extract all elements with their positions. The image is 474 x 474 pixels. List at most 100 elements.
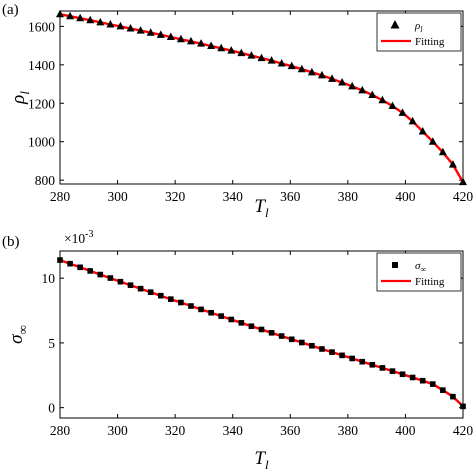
data-point-square <box>87 268 94 274</box>
chart-panel-a: 280 300 320 340 360 380 400 420 800 1000 1200 1400 1… <box>2 2 473 220</box>
data-point-triangle <box>368 90 377 99</box>
data-point-triangle <box>146 28 155 36</box>
y-tick-label: 1600 <box>28 19 55 34</box>
y-tick-label: 1000 <box>28 135 55 150</box>
data-point-triangle <box>116 21 125 30</box>
data-point-square <box>238 320 245 326</box>
data-point-square <box>258 326 265 333</box>
data-point-square <box>157 292 164 299</box>
data-point-square <box>460 403 466 410</box>
data-point-triangle <box>176 34 185 43</box>
data-point-square <box>379 365 386 371</box>
panel-label: (b) <box>2 234 20 250</box>
data-point-square <box>228 316 235 323</box>
data-point-square <box>299 339 305 346</box>
y-tick-label: 10 <box>42 271 56 286</box>
data-point-triangle <box>106 19 115 28</box>
data-point-triangle <box>297 64 306 73</box>
x-axis-label: Tl <box>254 196 269 220</box>
legend-label-fitting: Fitting <box>415 36 445 48</box>
legend-box <box>376 252 462 292</box>
legend-square-marker <box>392 262 398 268</box>
chart-panel-b: 280 300 320 340 360 380 400 420 0 5 10 (b) ×10-3 Tl σ∞… <box>2 229 473 472</box>
x-tick-label: 360 <box>280 189 301 204</box>
x-tick-label: 280 <box>50 189 71 204</box>
x-tick-label: 300 <box>107 423 128 438</box>
x-tick-label: 420 <box>453 423 474 438</box>
data-point-square <box>440 387 446 393</box>
data-point-square <box>57 257 63 263</box>
x-tick-label: 420 <box>453 189 474 204</box>
y-axis-label: ρl <box>8 91 32 105</box>
y-tick-label: 1200 <box>28 96 55 111</box>
data-point-square <box>399 371 406 378</box>
data-point-triangle <box>156 30 165 38</box>
data-point-square <box>349 355 355 362</box>
data-point-square <box>178 299 184 306</box>
data-point-triangle <box>358 85 367 94</box>
data-point-triangle <box>398 108 407 116</box>
x-tick-label: 400 <box>395 423 416 438</box>
x-tick-label: 380 <box>338 423 359 438</box>
data-point-square <box>248 323 255 330</box>
legend-label-data: σ∞ <box>415 260 426 274</box>
data-point-square <box>359 358 366 365</box>
x-axis-label: Tl <box>254 448 269 472</box>
data-point-triangle <box>317 70 326 79</box>
x-tick-label: 380 <box>338 189 359 204</box>
data-point-triangle <box>448 160 457 168</box>
data-point-triangle <box>438 147 447 156</box>
legend-label-fitting: Fitting <box>415 276 445 288</box>
data-point-triangle <box>378 95 387 104</box>
data-point-square <box>97 271 104 278</box>
data-point-square <box>268 330 275 336</box>
data-point-square <box>369 361 376 368</box>
plot-area-frame <box>59 250 464 419</box>
data-point-triangle <box>428 137 437 145</box>
data-point-square <box>409 374 416 381</box>
data-point-triangle <box>86 15 95 24</box>
data-point-triangle <box>408 116 417 125</box>
data-point-triangle <box>287 61 296 70</box>
data-point-square <box>450 393 456 400</box>
data-point-square <box>208 309 214 316</box>
x-tick-label: 400 <box>395 189 416 204</box>
data-point-square <box>198 306 204 313</box>
data-point-square <box>188 303 194 309</box>
data-point-square <box>329 349 335 355</box>
data-point-triangle <box>267 56 276 64</box>
y-tick-label: 5 <box>48 336 55 351</box>
data-point-triangle <box>418 127 427 135</box>
plot-area-frame <box>59 10 464 185</box>
data-point-square <box>339 352 345 359</box>
x-tick-label: 340 <box>223 423 244 438</box>
data-point-square <box>419 377 426 384</box>
data-point-square <box>77 264 83 271</box>
data-point-square <box>429 381 436 387</box>
data-point-triangle <box>388 101 397 109</box>
x-tick-label: 300 <box>107 189 128 204</box>
data-point-square <box>67 260 73 267</box>
panel-label: (a) <box>2 2 19 18</box>
y-axis-label: σ∞ <box>6 325 30 344</box>
data-point-square <box>288 336 295 343</box>
data-point-triangle <box>96 17 105 26</box>
data-point-triangle <box>328 74 337 82</box>
data-point-square <box>309 342 315 349</box>
data-point-square <box>319 346 325 352</box>
data-point-triangle <box>227 46 236 54</box>
data-point-triangle <box>126 23 135 32</box>
data-point-square <box>278 333 285 339</box>
x-tick-label: 280 <box>50 423 71 438</box>
x-tick-label: 320 <box>165 189 186 204</box>
data-point-triangle <box>186 36 195 45</box>
data-point-triangle <box>277 58 286 67</box>
data-point-triangle <box>197 39 206 47</box>
y-tick-label: 800 <box>35 173 56 188</box>
y-axis-multiplier: ×10-3 <box>64 229 93 246</box>
y-tick-label: 1400 <box>28 58 55 73</box>
data-point-triangle <box>348 81 357 90</box>
data-point-square <box>117 278 124 285</box>
data-point-triangle <box>56 9 64 18</box>
data-point-square <box>107 275 114 281</box>
